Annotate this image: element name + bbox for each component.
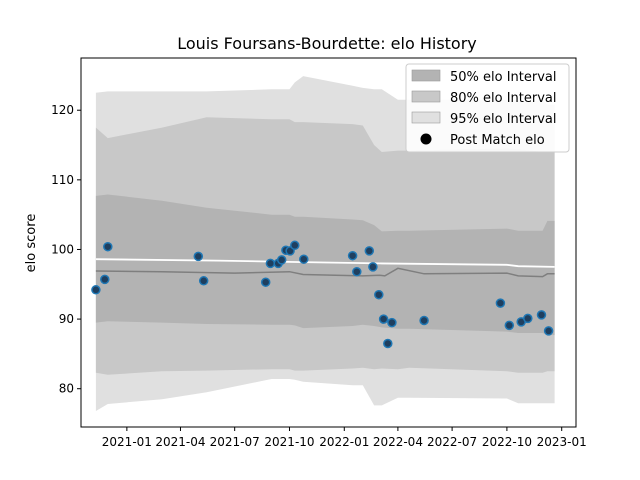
- post-match-point: [276, 255, 287, 265]
- legend-label: 95% elo Interval: [450, 112, 557, 127]
- mean-line: [95, 258, 555, 268]
- x-tick-label: 2021-10: [264, 435, 314, 449]
- post-match-point: [364, 246, 375, 256]
- post-match-point: [419, 315, 429, 326]
- post-match-point: [543, 326, 554, 336]
- x-tick-label: 2022-10: [482, 435, 532, 449]
- post-match-point: [91, 285, 101, 295]
- post-match-point: [265, 258, 276, 269]
- y-tick-label: 90: [59, 312, 74, 326]
- post-match-point: [299, 254, 309, 264]
- legend-box: [405, 63, 570, 153]
- y-tick-label: 100: [51, 242, 74, 256]
- x-tick-label: 2022-01: [319, 435, 369, 449]
- post-match-point: [368, 262, 378, 272]
- legend-label: 80% elo Interval: [450, 91, 557, 106]
- post-match-points: [91, 240, 554, 349]
- post-match-point: [352, 266, 362, 277]
- legend-swatch: [411, 111, 441, 124]
- post-match-point: [374, 289, 384, 300]
- post-match-point: [378, 314, 389, 324]
- post-match-point: [290, 240, 300, 251]
- post-match-point: [198, 276, 209, 286]
- x-tick-label: 2021-04: [155, 435, 205, 449]
- post-match-point: [100, 274, 110, 285]
- median-line: [95, 267, 555, 278]
- y-tick-label: 80: [59, 382, 74, 396]
- post-match-point: [193, 251, 204, 262]
- legend-marker: [420, 133, 432, 145]
- y-tick-label: 110: [51, 173, 74, 187]
- plot-frame: [80, 57, 577, 428]
- x-tick-label: 2021-01: [102, 435, 152, 449]
- x-tick-label: 2022-07: [427, 435, 477, 449]
- plot-area: [91, 76, 555, 411]
- x-tick-label: 2021-07: [210, 435, 260, 449]
- legend-swatch: [411, 90, 441, 103]
- y-axis-label: elo score: [24, 214, 39, 273]
- legend-swatch: [411, 69, 441, 82]
- legend-label: 50% elo Interval: [450, 70, 557, 85]
- x-tick-label: 2022-04: [373, 435, 423, 449]
- interval-bands: [95, 76, 555, 411]
- post-match-point: [260, 277, 271, 287]
- trend-lines: [95, 258, 555, 278]
- post-match-point: [387, 317, 397, 328]
- post-match-point: [504, 320, 515, 331]
- post-match-point: [536, 310, 547, 320]
- post-match-point: [347, 250, 358, 261]
- y-axis-ticks: 80 90 100 110 120: [51, 103, 81, 396]
- legend: 50% elo Interval 80% elo Interval 95% elo …: [405, 63, 570, 153]
- y-tick-label: 120: [51, 103, 74, 117]
- post-match-point: [523, 313, 533, 324]
- post-match-point: [103, 241, 113, 252]
- x-tick-label: 2023-01: [537, 435, 587, 449]
- post-match-point: [495, 298, 506, 308]
- chart-title: Louis Foursans-Bourdette: elo History: [177, 34, 477, 53]
- legend-label: Post Match elo: [450, 133, 545, 148]
- band-50-interval: [95, 194, 555, 336]
- post-match-point: [383, 338, 393, 349]
- x-axis-ticks: 2021-01 2021-04 2021-07 2021-10 2022-01 2022-…: [102, 427, 587, 449]
